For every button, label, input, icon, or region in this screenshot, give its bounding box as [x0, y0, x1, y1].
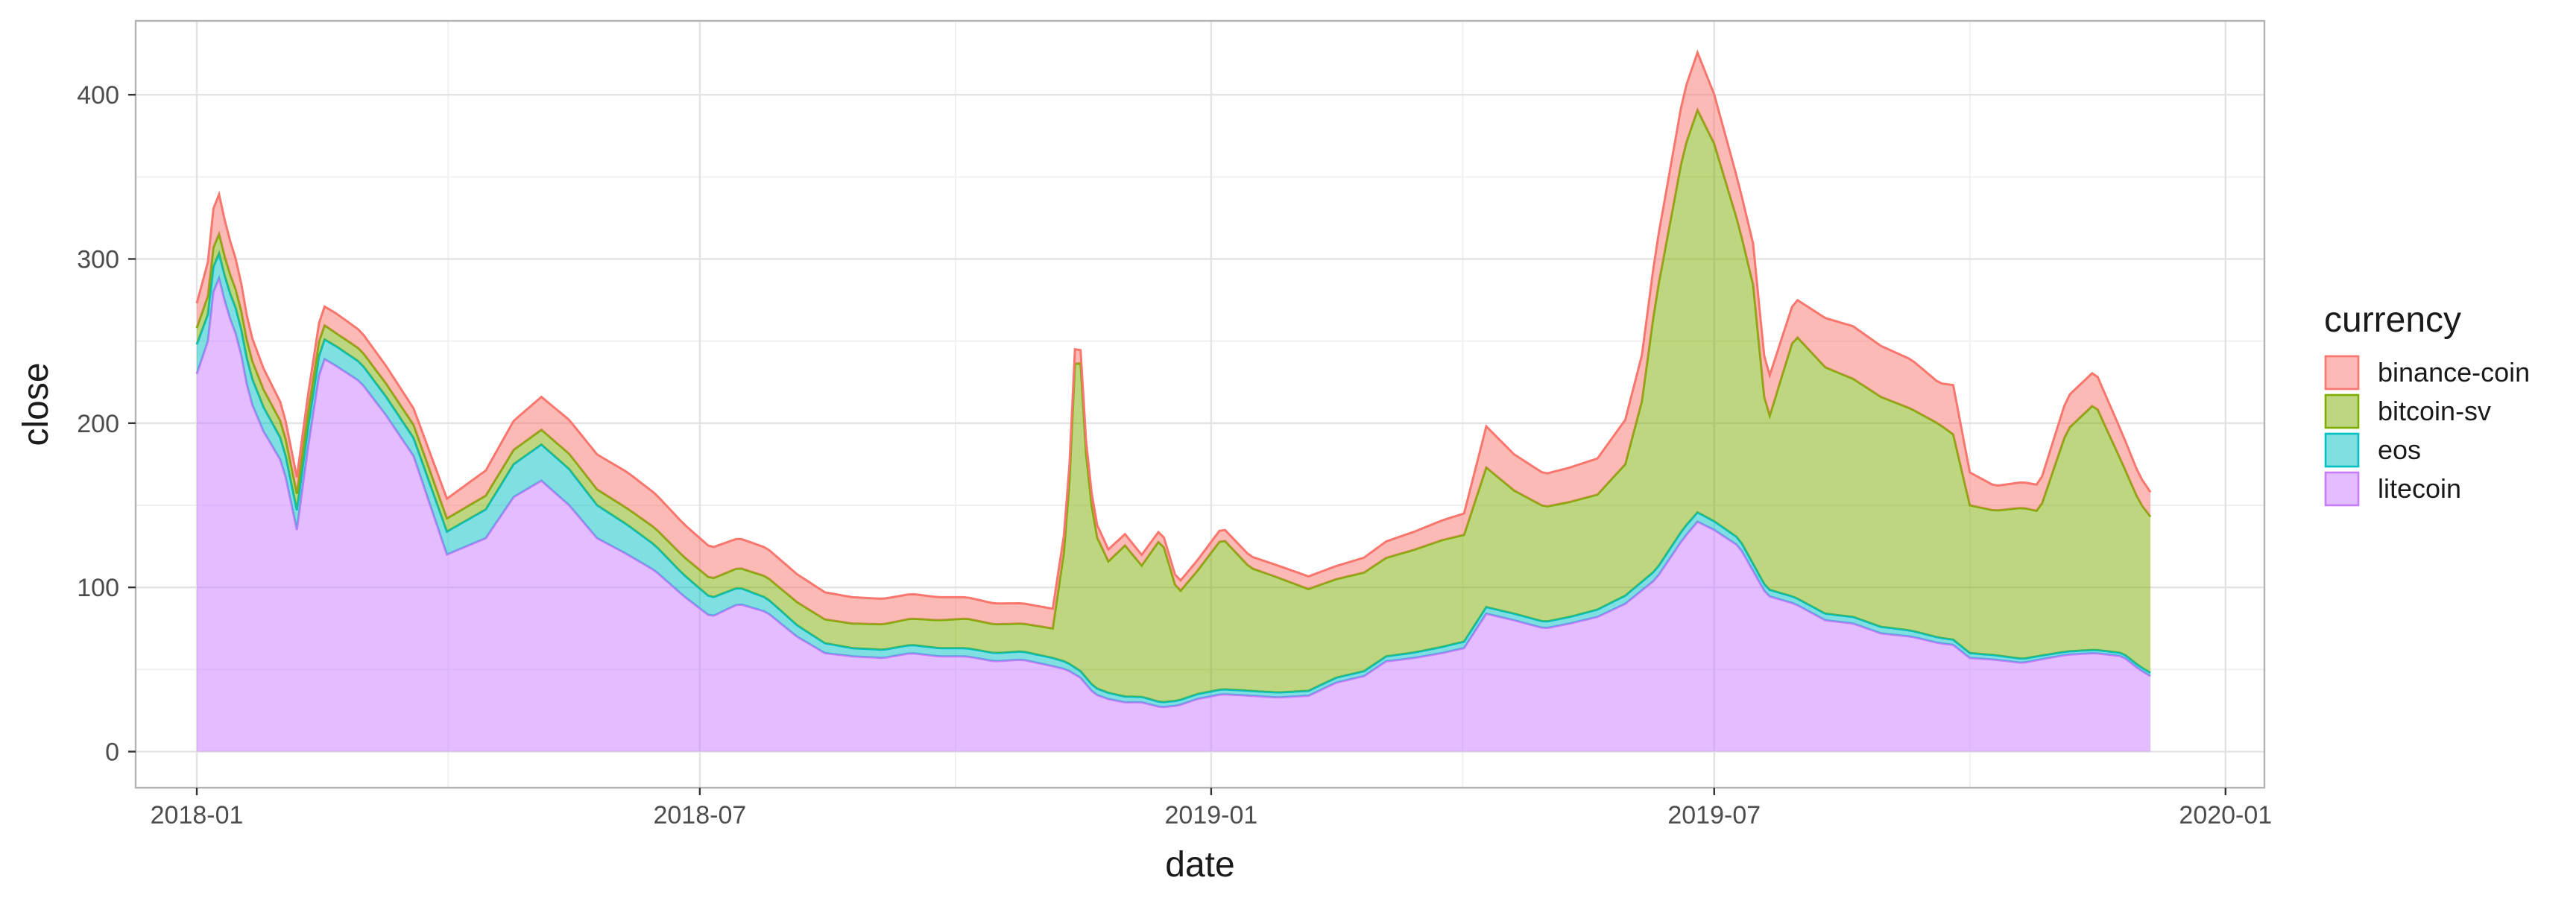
x-tick-label: 2020-01 — [2179, 801, 2272, 829]
x-axis-title: date — [1165, 845, 1234, 885]
legend: currency binance-coin bitcoin-sv eos liteco… — [2324, 300, 2530, 507]
x-tick-label: 2018-07 — [653, 801, 746, 829]
y-axis: 0 100 200 300 400 — [77, 81, 136, 767]
x-tick-label: 2018-01 — [151, 801, 244, 829]
y-axis-title: close — [16, 362, 56, 446]
y-tick-label: 400 — [77, 81, 119, 110]
y-tick-label: 100 — [77, 574, 119, 602]
line-binance-coin — [195, 49, 2152, 610]
legend-swatch-bitcoin-sv — [2324, 393, 2360, 429]
y-tick-label: 0 — [105, 739, 119, 767]
legend-items: binance-coin bitcoin-sv eos litecoin — [2324, 355, 2530, 507]
legend-label-eos: eos — [2378, 434, 2421, 465]
series-areas — [195, 49, 2152, 752]
legend-swatch-eos — [2324, 432, 2360, 468]
x-tick-label: 2019-07 — [1667, 801, 1761, 829]
y-tick-label: 300 — [77, 245, 119, 274]
x-tick-label: 2019-01 — [1165, 801, 1258, 829]
x-axis: 2018-01 2018-07 2019-01 2019-07 2020-01 — [151, 788, 2272, 829]
legend-label-litecoin: litecoin — [2378, 473, 2461, 504]
legend-label-binance-coin: binance-coin — [2378, 357, 2530, 388]
legend-swatch-litecoin — [2324, 471, 2360, 507]
y-tick-label: 200 — [77, 410, 119, 438]
area-eos — [197, 253, 2151, 707]
area-binance-coin — [197, 52, 2151, 629]
legend-label-bitcoin-sv: bitcoin-sv — [2378, 396, 2491, 426]
area-litecoin — [197, 278, 2151, 752]
legend-title: currency — [2324, 300, 2461, 340]
area-bitcoin-sv — [197, 110, 2151, 703]
plot-border — [134, 19, 2266, 789]
legend-swatch-binance-coin — [2324, 355, 2360, 391]
